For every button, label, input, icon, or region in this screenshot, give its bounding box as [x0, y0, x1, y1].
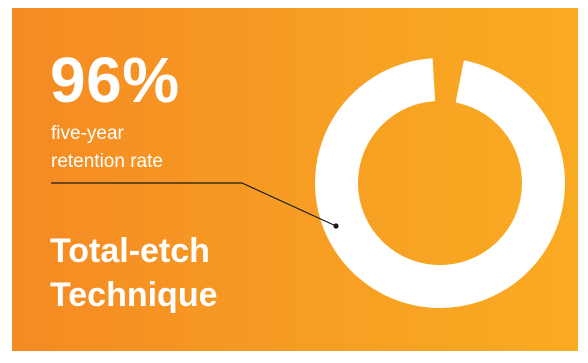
technique-title-line-1: Total-etch	[50, 232, 210, 270]
retention-percentage: 96%	[50, 44, 180, 116]
donut-slice-retained	[315, 58, 566, 309]
infographic-card: 96% five-year retention rate Total-etch …	[12, 8, 578, 351]
donut-slices	[315, 58, 566, 309]
technique-title-line-2: Technique	[50, 276, 218, 314]
leader-dot	[333, 223, 339, 229]
stat-label-line-1: five-year	[51, 123, 124, 144]
leader-line-diagonal	[241, 182, 337, 227]
stat-label-line-2: retention rate	[51, 151, 163, 172]
